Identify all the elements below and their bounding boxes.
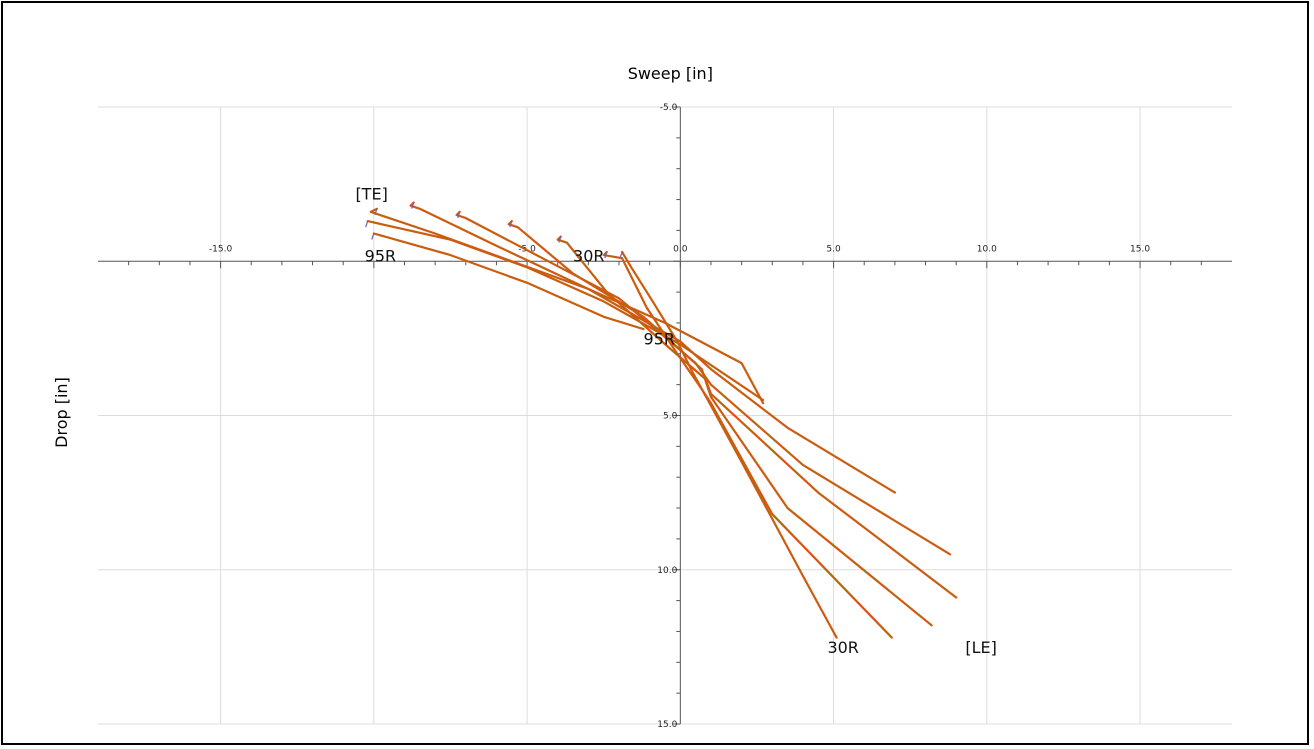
series-hook (604, 251, 608, 259)
y-tick-label: 5.0 (663, 412, 678, 422)
x-tick-label: 0.0 (673, 244, 688, 254)
series-line (602, 250, 893, 639)
series-hook (619, 251, 623, 259)
series-overlay-line (602, 251, 893, 638)
x-tick-label: 10.0 (977, 244, 997, 254)
annotation-label: [TE] (355, 185, 387, 204)
tick-labels: -15.0 -5.0 0.0 5.0 10.0 15.0-5.05.010.015.0 (209, 103, 1150, 730)
x-tick-label: -15.0 (209, 244, 233, 254)
series-hook (558, 236, 562, 243)
axes (98, 106, 1232, 725)
series-hook (411, 202, 415, 209)
series-overlay-line (507, 220, 957, 598)
series-overlay-line (373, 233, 644, 330)
grid-lines (98, 106, 1232, 725)
annotation-label: 95R (644, 330, 675, 349)
series-overlay-line (367, 220, 764, 401)
annotation-label: 30R (827, 638, 858, 657)
y-tick-label: 10.0 (657, 566, 677, 576)
annotation-label: [LE] (965, 638, 997, 657)
series-hook (365, 220, 369, 228)
series-overlay-line (455, 211, 951, 555)
series-overlay-line (621, 251, 837, 638)
series-hook (374, 208, 378, 215)
annotation-label: 95R (365, 246, 396, 265)
chart-svg: -15.0 -5.0 0.0 5.0 10.0 15.0-5.05.010.015.0 [… (52, 64, 1232, 730)
series-overlay-line (409, 202, 896, 493)
series-hook (371, 233, 375, 240)
series-overlay-line (556, 236, 932, 626)
series-hook (509, 220, 513, 228)
y-tick-label: -5.0 (660, 103, 678, 113)
annotation-label: 30R (573, 246, 604, 265)
x-axis-title: Sweep [in] (628, 64, 713, 83)
series-hook (457, 211, 461, 219)
series-line (507, 220, 958, 599)
y-axis-title: Drop [in] (52, 377, 71, 448)
series-line (455, 210, 952, 556)
series-group (365, 201, 958, 639)
y-tick-label: 15.0 (657, 720, 677, 730)
annotations: [TE] 95R 30R 95R 30R [LE] (355, 185, 996, 657)
x-tick-label: 15.0 (1130, 244, 1150, 254)
series-line (621, 250, 838, 639)
x-tick-label: 5.0 (826, 244, 841, 254)
